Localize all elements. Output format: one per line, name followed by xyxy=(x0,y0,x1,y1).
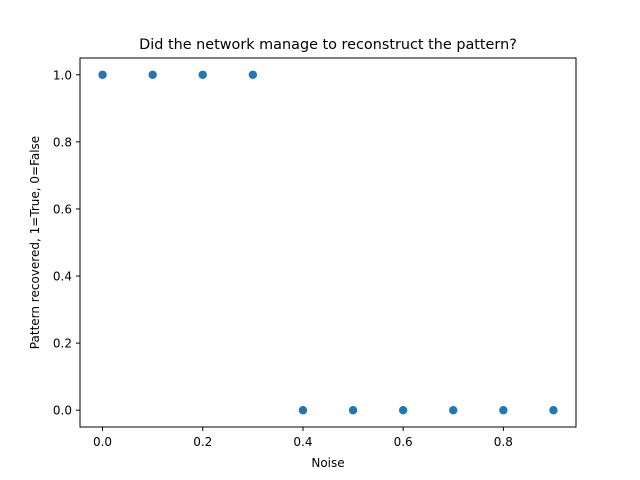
x-axis-ticks: 0.0 0.2 0.4 0.6 0.8 xyxy=(93,427,513,449)
data-point xyxy=(348,406,358,415)
x-tick-label: 0.2 xyxy=(193,435,212,449)
data-point xyxy=(549,406,558,415)
data-point xyxy=(98,70,107,79)
data-point xyxy=(449,406,458,415)
y-tick-label: 0.8 xyxy=(53,135,72,149)
x-tick-label: 0.6 xyxy=(394,435,413,449)
y-axis-label: Pattern recovered, 1=True, 0=False xyxy=(28,136,42,349)
data-point xyxy=(198,70,207,79)
y-tick-label: 0.0 xyxy=(53,404,72,418)
y-tick-label: 1.0 xyxy=(53,68,72,82)
plot-area-frame xyxy=(79,57,577,428)
data-point xyxy=(398,406,408,415)
data-point xyxy=(298,406,308,415)
y-tick-label: 0.6 xyxy=(53,202,72,216)
y-tick-label: 0.4 xyxy=(53,270,72,284)
y-tick-label: 0.2 xyxy=(53,337,72,351)
data-point xyxy=(248,70,258,79)
data-point xyxy=(499,406,508,415)
data-point xyxy=(148,70,157,79)
y-axis-ticks: 0.0 0.2 0.4 0.6 0.8 1.0 xyxy=(53,68,80,418)
data-points xyxy=(98,70,558,415)
x-tick-label: 0.0 xyxy=(93,435,112,449)
chart-title: Did the network manage to reconstruct th… xyxy=(139,37,517,53)
x-tick-label: 0.8 xyxy=(494,435,513,449)
x-tick-label: 0.4 xyxy=(293,435,312,449)
x-axis-label: Noise xyxy=(311,456,344,470)
